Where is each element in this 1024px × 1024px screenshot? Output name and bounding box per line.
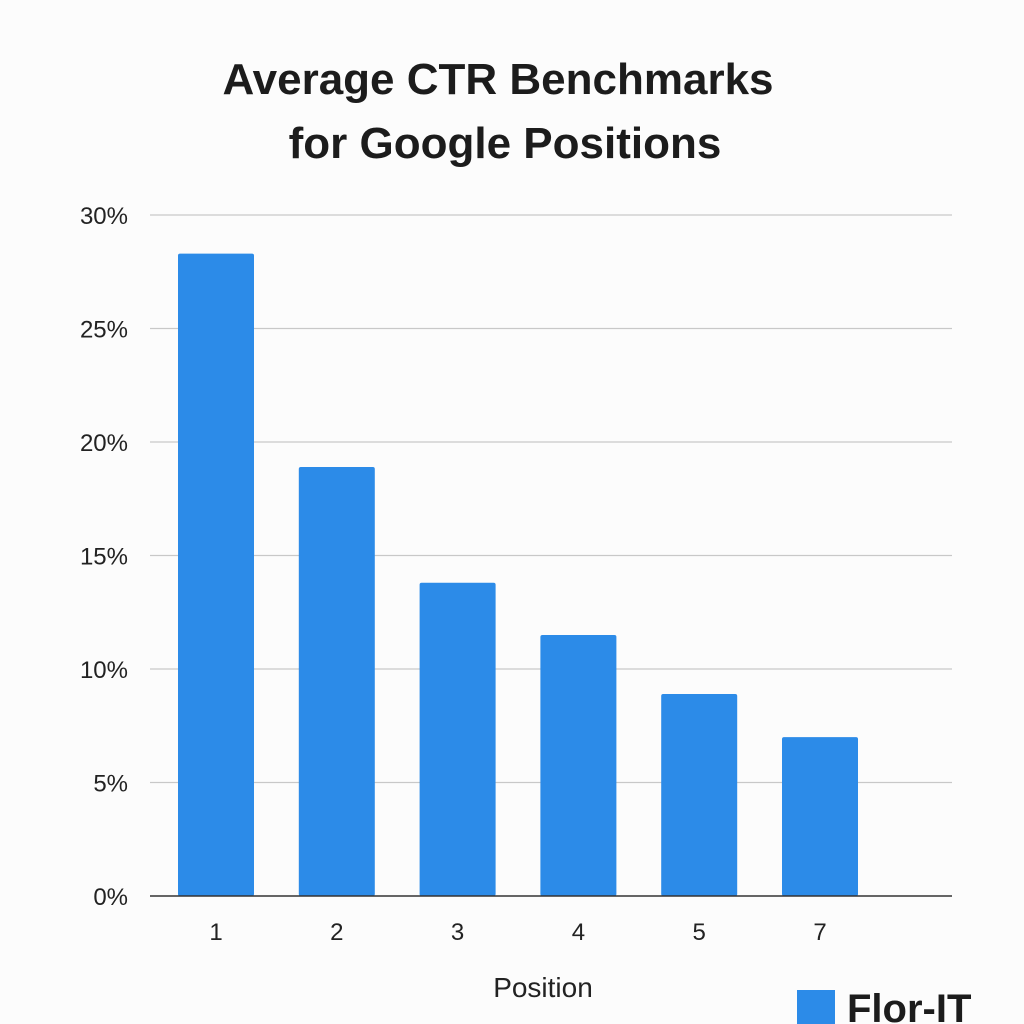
chart-title-line-2: for Google Positions bbox=[289, 119, 722, 168]
y-tick-label: 30% bbox=[80, 203, 128, 230]
chart-title: Average CTR Benchmarks for Google Positi… bbox=[222, 55, 773, 168]
bars bbox=[178, 253, 858, 897]
y-axis-tick-labels: 0% 5% 10% 15% 20% 25% 30% bbox=[80, 203, 128, 911]
x-tick-label: 3 bbox=[451, 919, 464, 946]
bar-position-2 bbox=[298, 466, 375, 896]
x-axis-label: Position bbox=[493, 972, 593, 1003]
y-tick-label: 0% bbox=[93, 884, 128, 911]
y-tick-label: 5% bbox=[93, 771, 128, 798]
brand-logo: Flor-IT bbox=[797, 987, 971, 1024]
y-tick-label: 15% bbox=[80, 544, 128, 571]
bar-position-4 bbox=[540, 634, 617, 896]
x-tick-label: 1 bbox=[209, 919, 222, 946]
bar-position-5 bbox=[661, 693, 738, 896]
x-tick-label: 7 bbox=[813, 919, 826, 946]
y-tick-label: 25% bbox=[80, 317, 128, 344]
brand-name: Flor-IT bbox=[847, 987, 971, 1024]
y-tick-label: 20% bbox=[80, 430, 128, 457]
x-tick-label: 4 bbox=[572, 919, 585, 946]
x-tick-label: 5 bbox=[693, 919, 706, 946]
brand-swatch bbox=[797, 990, 835, 1024]
bar-position-3 bbox=[419, 582, 496, 896]
bar-position-1 bbox=[178, 253, 254, 897]
chart-title-line-1: Average CTR Benchmarks bbox=[222, 55, 773, 104]
bar-position-7 bbox=[782, 737, 858, 896]
x-axis-tick-labels: 1 2 3 4 5 7 bbox=[209, 919, 826, 946]
x-tick-label: 2 bbox=[330, 919, 343, 946]
y-tick-label: 10% bbox=[80, 657, 128, 684]
